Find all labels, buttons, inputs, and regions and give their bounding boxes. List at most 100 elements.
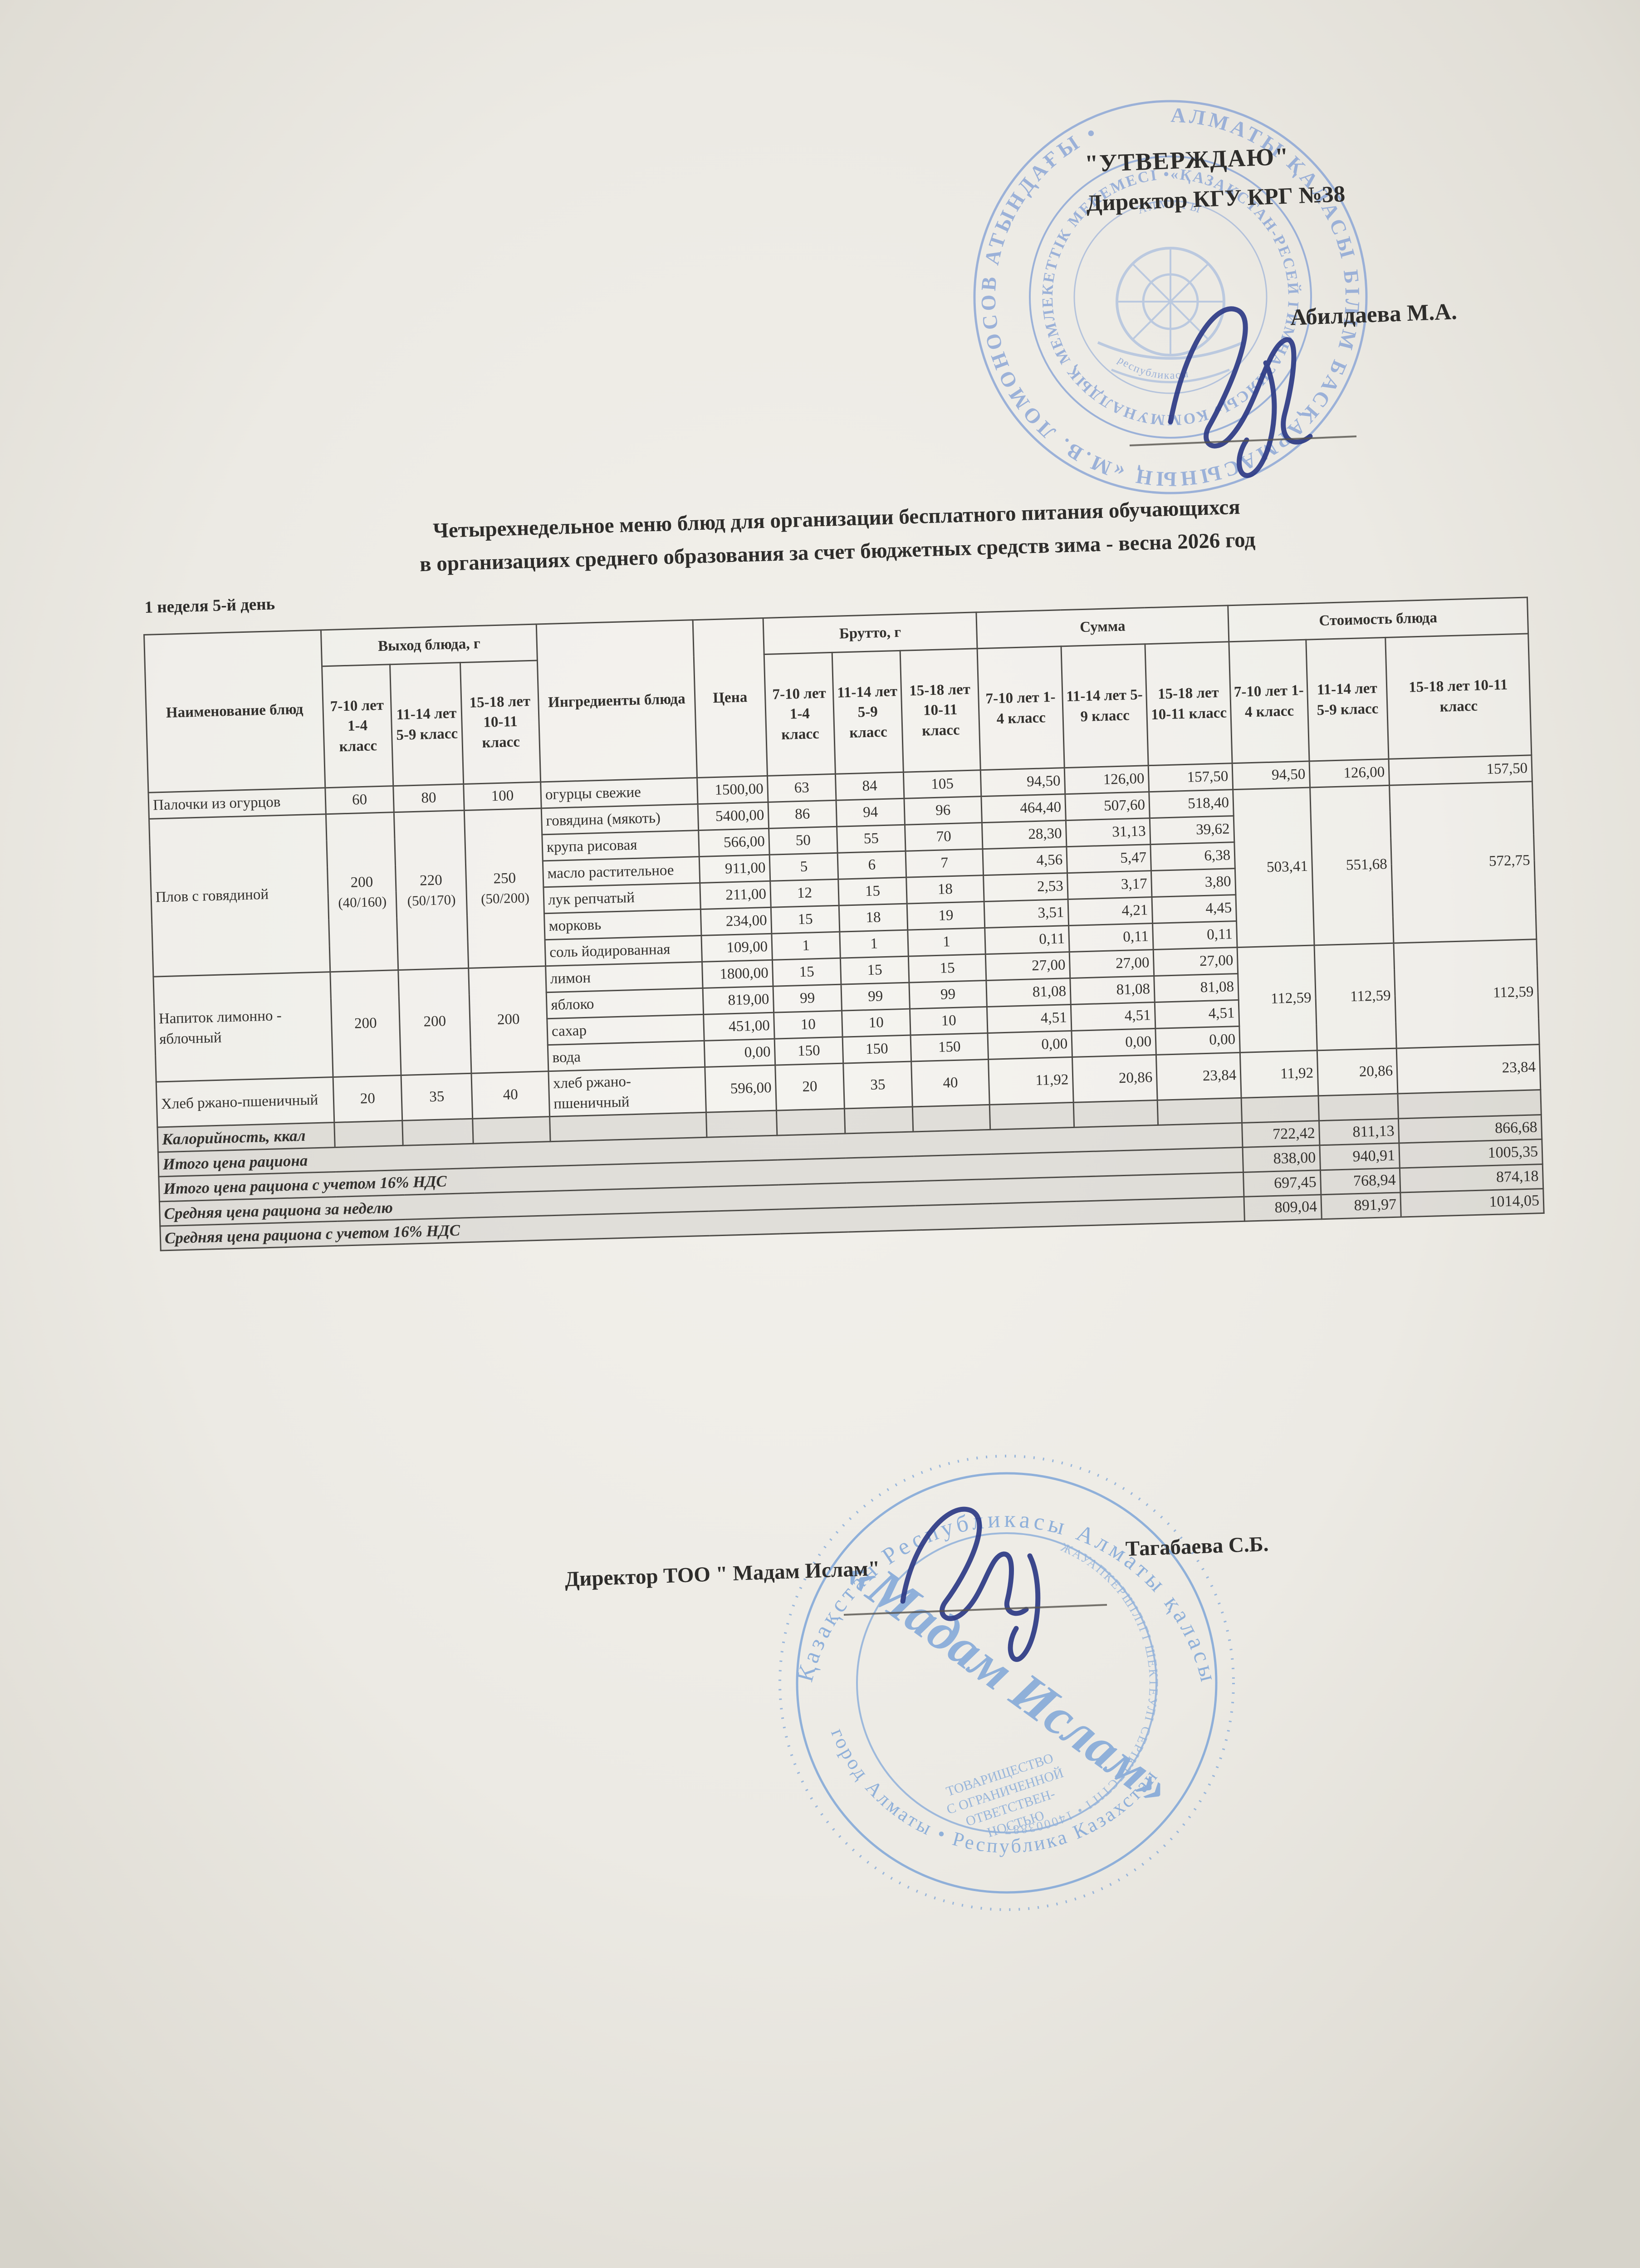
emblem-icon [1097, 247, 1244, 383]
sum-cell: 4,21 [1068, 897, 1153, 926]
empty-cell [706, 1110, 777, 1138]
dish-cost-cell: 572,75 [1389, 781, 1537, 943]
sum-cell: 27,00 [1153, 947, 1238, 976]
output-main: 220 [419, 872, 443, 890]
dish-name: Плов с говядиной [149, 814, 330, 977]
brutto-cell: 6 [837, 851, 906, 880]
price-cell: 109,00 [701, 934, 773, 962]
brutto-cell: 15 [840, 956, 909, 985]
brutto-cell: 10 [910, 1007, 988, 1036]
brutto-cell: 96 [904, 796, 982, 825]
empty-cell [1073, 1100, 1158, 1128]
price-cell: 819,00 [703, 986, 774, 1015]
age-col-header: 7-10 лет 1-4 класс [1229, 640, 1310, 763]
brutto-cell: 15 [838, 877, 907, 906]
summary-value: 1005,35 [1399, 1139, 1543, 1168]
output-cell: 200 [330, 970, 401, 1077]
price-cell: 234,00 [700, 907, 772, 936]
output-sub: (40/160) [338, 893, 387, 911]
age-col-header: 11-14 лет 5-9 класс [832, 650, 904, 774]
week-day-label: 1 неделя 5-й день [144, 595, 275, 617]
age-col-header: 11-14 лет 5-9 класс [390, 662, 464, 786]
dish-cost-cell: 126,00 [1309, 759, 1390, 788]
ingredient-name: сахар [547, 1014, 705, 1045]
dish-name: Палочки из огурцов [148, 787, 326, 819]
price-cell: 1500,00 [697, 776, 769, 804]
output-cell: 35 [401, 1073, 473, 1121]
price-cell: 0,00 [704, 1039, 775, 1067]
output-cell: 100 [463, 782, 542, 811]
sum-cell: 0,11 [984, 925, 1070, 954]
output-cell: 200 [398, 968, 471, 1075]
dish-cost-cell: 23,84 [1396, 1044, 1541, 1094]
empty-cell [1157, 1098, 1242, 1125]
output-sub: (50/200) [480, 890, 530, 907]
summary-value: 866,68 [1398, 1114, 1542, 1144]
dish-cost-cell: 112,59 [1314, 943, 1397, 1051]
price-cell: 566,00 [698, 828, 770, 857]
age-col-header: 11-14 лет 5-9 класс [1061, 644, 1149, 768]
output-cell: 40 [471, 1071, 550, 1119]
footer-director-name: Тагабаева С.Б. [1125, 1532, 1269, 1561]
output-cell: 80 [393, 784, 465, 812]
brutto-cell: 86 [768, 800, 837, 829]
brutto-cell: 18 [906, 875, 984, 904]
sum-cell: 5,47 [1066, 844, 1151, 873]
col-header-dish: Наименование блюд [144, 630, 325, 793]
brutto-cell: 15 [908, 954, 986, 983]
empty-cell [334, 1120, 403, 1148]
summary-value [1397, 1090, 1542, 1119]
age-col-header: 15-18 лет 10-11 класс [460, 660, 541, 784]
sum-cell: 0,00 [1071, 1028, 1156, 1057]
col-header-brutto-group: Брутто, г [763, 612, 978, 655]
empty-cell [989, 1102, 1074, 1130]
output-cell: 20 [333, 1075, 402, 1123]
menu-table: Наименование блюд Выход блюда, г Ингреди… [143, 596, 1545, 1251]
output-sub: (50/170) [407, 891, 456, 909]
dish-cost-cell: 11,92 [1240, 1050, 1318, 1098]
ingredient-name: масло растительное [543, 856, 700, 887]
age-col-header: 15-18 лет 10-11 класс [1145, 641, 1233, 766]
sum-cell: 81,08 [986, 978, 1071, 1007]
brutto-cell: 19 [907, 901, 985, 930]
col-header-price: Цена [693, 618, 768, 778]
age-col-header: 15-18 лет 10-11 класс [1385, 633, 1532, 759]
summary-value: 940,91 [1319, 1143, 1400, 1170]
sum-cell: 3,17 [1067, 870, 1152, 899]
ingredient-name: соль йодированная [545, 935, 702, 966]
empty-cell [472, 1116, 551, 1144]
age-col-header: 11-14 лет 5-9 класс [1306, 637, 1389, 762]
ingredient-name: морковь [544, 909, 701, 940]
brutto-cell: 10 [842, 1009, 911, 1037]
age-col-header: 15-18 лет 10-11 класс [900, 648, 981, 772]
output-cell: 200 (40/160) [326, 812, 398, 972]
price-cell: 596,00 [705, 1065, 777, 1113]
empty-cell [844, 1107, 913, 1134]
dish-name: Напиток лимонно - яблочный [153, 972, 333, 1082]
price-cell: 911,00 [699, 855, 770, 883]
sum-cell: 0,00 [987, 1031, 1072, 1060]
age-col-header: 7-10 лет 1-4 класс [322, 664, 393, 788]
sum-cell: 464,40 [981, 794, 1066, 823]
output-main: 250 [493, 870, 516, 887]
ingredient-name: лимон [545, 962, 703, 992]
ingredient-name: яблоко [546, 988, 704, 1019]
summary-value: 1014,05 [1400, 1188, 1544, 1217]
sum-cell: 11,92 [988, 1057, 1074, 1105]
output-main: 200 [350, 874, 373, 891]
ingredient-name: вода [548, 1041, 705, 1071]
sum-cell: 81,08 [1154, 973, 1239, 1002]
output-cell: 200 [468, 966, 548, 1074]
ingredient-name: крупа рисовая [542, 830, 700, 861]
empty-cell [912, 1105, 990, 1132]
brutto-cell: 1 [771, 932, 841, 960]
output-cell: 220 (50/170) [394, 810, 469, 970]
brutto-cell: 105 [903, 770, 981, 799]
sum-cell: 518,40 [1149, 789, 1234, 818]
ingredient-name: лук репчатый [543, 883, 701, 914]
dish-cost-cell: 94,50 [1232, 761, 1310, 790]
dish-cost-cell: 20,86 [1317, 1048, 1398, 1096]
sum-cell: 3,80 [1151, 868, 1236, 897]
dish-cost-cell: 112,59 [1393, 939, 1540, 1049]
sum-cell: 4,51 [1071, 1002, 1155, 1031]
